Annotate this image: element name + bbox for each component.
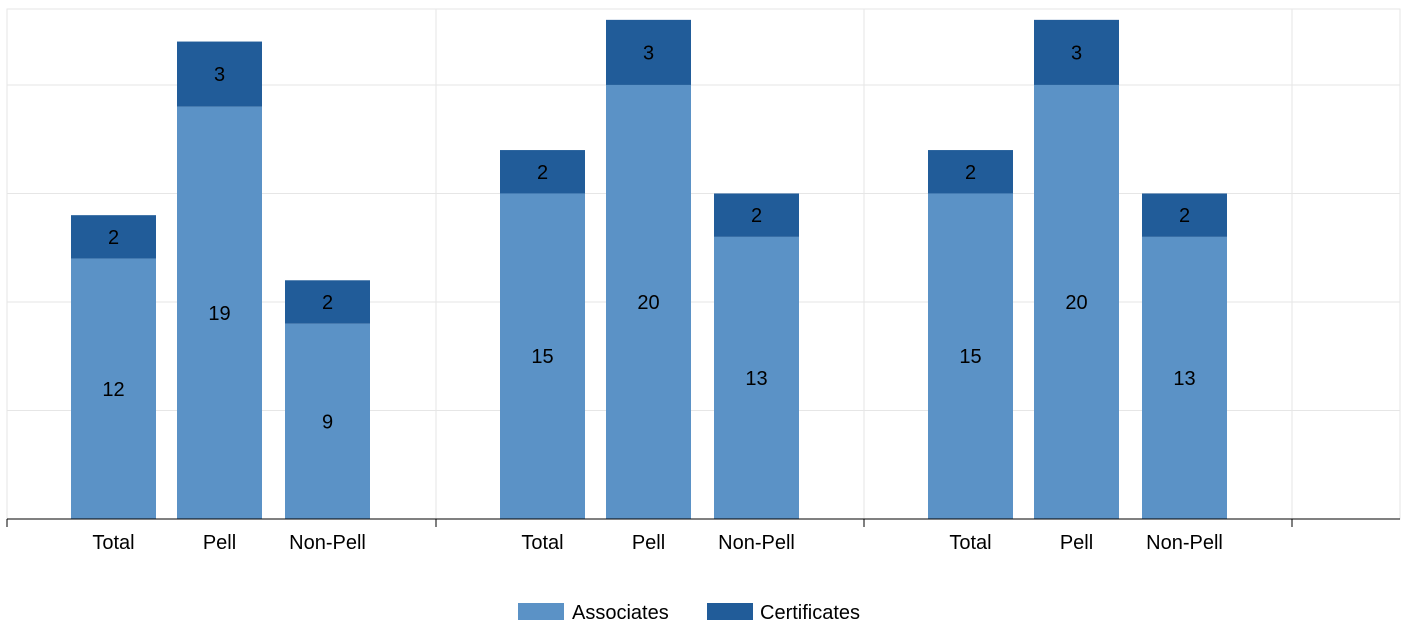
bar-segment-certificates [928,150,1013,194]
x-tick-label: Non-Pell [718,532,795,554]
data-label: 2 [537,162,548,184]
data-label: 2 [1179,205,1190,227]
legend: Associates Certificates [518,602,860,624]
bar-segment-certificates [71,215,156,259]
bar-segment-certificates [714,193,799,237]
legend-label: Associates [572,602,669,624]
data-label: 3 [643,42,654,64]
data-label: 20 [1065,292,1087,314]
data-label: 19 [208,303,230,325]
x-tick-label: Pell [632,532,665,554]
data-label: 9 [322,411,333,433]
bar-segment-certificates [1034,19,1119,85]
data-label: 2 [322,292,333,314]
legend-label: Certificates [760,602,860,624]
bar-segment-associates [1034,84,1119,519]
legend-item-associates: Associates [518,602,669,624]
data-label: 3 [214,64,225,86]
data-label: 3 [1071,42,1082,64]
x-tick-label: Total [92,532,134,554]
x-tick-label: Non-Pell [1146,532,1223,554]
x-tick-label: Total [949,532,991,554]
legend-swatch [707,603,753,620]
x-tick-label: Pell [1060,532,1093,554]
x-tick-label: Pell [203,532,236,554]
bar-segment-associates [500,193,585,519]
data-label: 20 [637,292,659,314]
bar-segment-certificates [500,150,585,194]
bar-segment-certificates [285,280,370,324]
data-label: 15 [959,346,981,368]
x-axis: Total Pell Non-Pell Total Pell Non-Pell Total P… [6,518,1400,554]
data-label: 2 [108,227,119,249]
bar-segment-associates [606,84,691,519]
bar-segment-associates [928,193,1013,519]
bars: 12 2 19 3 9 2 15 2 20 3 13 2 15 2 20 3 13 2 [71,19,1227,519]
data-label: 12 [102,379,124,401]
x-tick-label: Non-Pell [289,532,366,554]
bar-segment-certificates [177,41,262,107]
bar-segment-associates [1142,236,1227,519]
bar-segment-associates [714,236,799,519]
bar-segment-associates [177,106,262,519]
data-label: 2 [751,205,762,227]
bar-segment-certificates [606,19,691,85]
data-label: 13 [1173,368,1195,390]
data-label: 2 [965,162,976,184]
x-tick-label: Total [521,532,563,554]
data-label: 15 [531,346,553,368]
bar-segment-associates [285,323,370,519]
data-label: 13 [745,368,767,390]
legend-item-certificates: Certificates [707,602,860,624]
legend-swatch [518,603,564,620]
bar-segment-associates [71,258,156,519]
bar-segment-certificates [1142,193,1227,237]
